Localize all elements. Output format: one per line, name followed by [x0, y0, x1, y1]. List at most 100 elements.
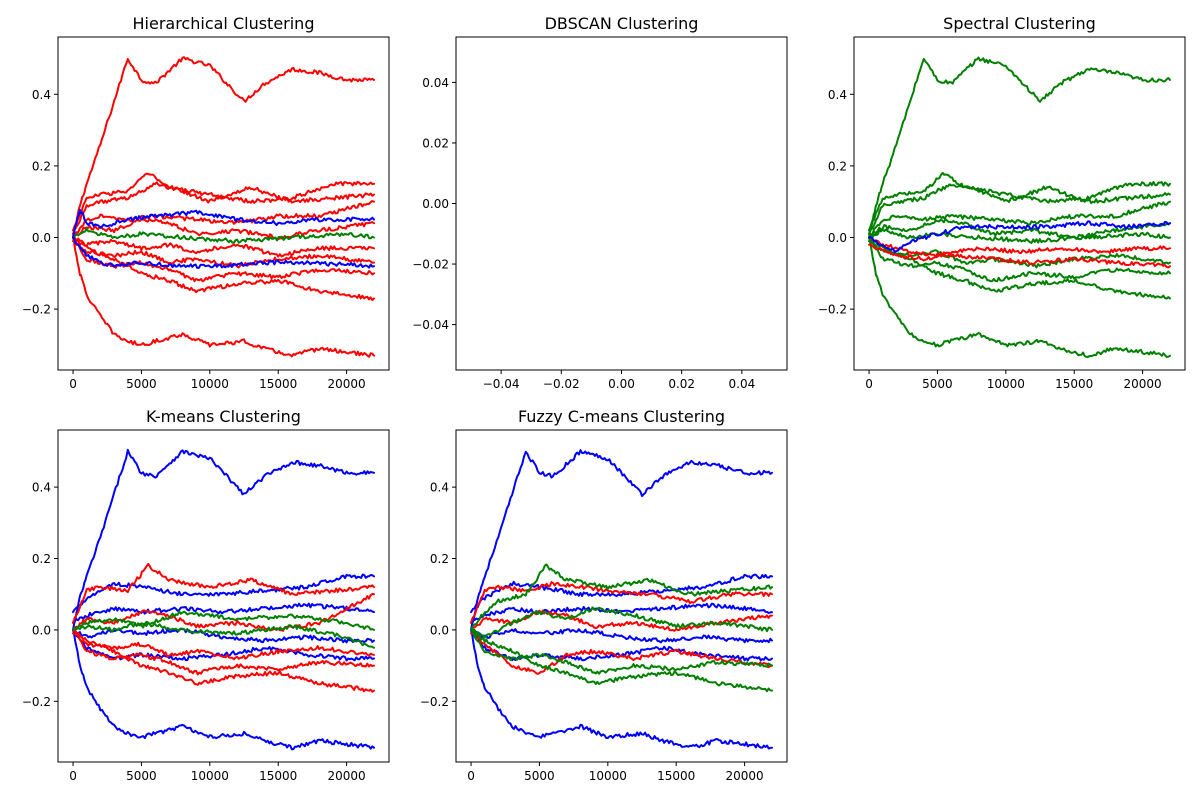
series-line-blue — [470, 628, 773, 750]
series-line-red — [72, 628, 375, 693]
panel-kmeans-clustering: K-means Clustering 0 5000 10000 15000 20000 −… — [22, 407, 390, 783]
series-line-red — [72, 236, 375, 302]
axes-frame — [57, 36, 390, 371]
y-tick-label: 0.0 — [32, 231, 51, 245]
y-tick-label: 0.04 — [422, 76, 449, 90]
series-line-blue — [72, 627, 375, 644]
y-tick-label: 0.2 — [32, 552, 51, 566]
axes-frame — [853, 36, 1186, 371]
series-line-green — [868, 236, 1171, 300]
series-line-green — [470, 628, 773, 693]
y-tick-label: 0.2 — [32, 159, 51, 173]
series-line-red — [868, 243, 1171, 269]
y-tick-label: −0.02 — [412, 258, 449, 272]
series-line-blue — [470, 573, 773, 614]
series-line-red — [72, 240, 375, 269]
series-line-red — [72, 172, 375, 232]
panel-spectral-clustering: Spectral Clustering 0 5000 10000 15000 20000… — [818, 14, 1186, 391]
y-tick-label: 0.0 — [430, 623, 449, 637]
y-tick-label: 0.0 — [828, 231, 847, 245]
series-line-red — [72, 236, 375, 358]
series-line-green — [868, 56, 1171, 239]
x-tick-label: 20000 — [328, 377, 366, 391]
x-tick-label: 20000 — [726, 769, 764, 783]
panel-title: Fuzzy C-means Clustering — [518, 407, 725, 426]
x-tick-label: 5000 — [922, 377, 953, 391]
x-tick-label: 5000 — [126, 377, 157, 391]
x-tick-label: 10000 — [987, 377, 1025, 391]
panel-title: Hierarchical Clustering — [133, 14, 315, 33]
y-tick-label: 0.4 — [32, 88, 51, 102]
series-line-red — [72, 632, 375, 661]
panel-hierarchical-clustering: Hierarchical Clustering 0 5000 10000 15000 2… — [22, 14, 390, 391]
series-line-red — [868, 236, 1171, 258]
series-line-blue — [72, 628, 375, 751]
y-tick-label: −0.2 — [22, 303, 51, 317]
panel-title: DBSCAN Clustering — [545, 14, 699, 33]
x-tick-label: 10000 — [191, 769, 229, 783]
series-line-blue — [470, 602, 773, 624]
series-line-green — [470, 563, 773, 631]
x-tick-label: 15000 — [1055, 377, 1093, 391]
x-tick-label: 0 — [467, 769, 475, 783]
x-tick-label: 0.02 — [668, 377, 695, 391]
axes-frame — [455, 429, 788, 763]
y-tick-label: 0.2 — [828, 159, 847, 173]
series-line-green — [868, 218, 1171, 240]
series-line-red — [72, 218, 375, 241]
x-tick-label: 0 — [69, 377, 77, 391]
series-line-blue — [868, 220, 1171, 253]
series-line-red — [72, 236, 375, 258]
x-tick-label: 15000 — [657, 769, 695, 783]
y-tick-label: −0.2 — [22, 695, 51, 709]
series-line-blue — [72, 448, 375, 631]
series-group — [470, 449, 773, 750]
series-line-green — [72, 227, 375, 244]
y-tick-label: −0.04 — [412, 318, 449, 332]
x-tick-label: 0.04 — [729, 377, 756, 391]
panel-title: K-means Clustering — [146, 407, 301, 426]
series-line-green — [72, 620, 375, 649]
panel-fuzzy-cmeans-clustering: Fuzzy C-means Clustering 0 5000 10000 15000… — [420, 407, 788, 783]
x-tick-label: 20000 — [328, 769, 366, 783]
series-line-blue — [72, 208, 375, 239]
panel-dbscan-clustering: DBSCAN Clustering −0.04 −0.02 0.00 0.02 0.04… — [412, 14, 788, 391]
series-line-green — [868, 200, 1171, 239]
series-line-red — [72, 56, 375, 239]
y-tick-label: −0.2 — [420, 695, 449, 709]
series-line-green — [470, 606, 773, 639]
series-line-red — [470, 581, 773, 624]
x-tick-label: 0.00 — [608, 377, 635, 391]
series-line-green — [868, 236, 1171, 358]
series-line-blue — [470, 449, 773, 631]
y-tick-label: 0.4 — [32, 481, 51, 495]
series-line-green — [868, 171, 1171, 232]
x-tick-label: 5000 — [524, 769, 555, 783]
y-tick-label: 0.4 — [430, 481, 449, 495]
series-line-green — [72, 610, 375, 631]
x-tick-label: 20000 — [1124, 377, 1162, 391]
x-tick-label: 0 — [69, 769, 77, 783]
axes-frame — [57, 429, 390, 763]
panel-title: Spectral Clustering — [943, 14, 1096, 33]
x-tick-label: −0.02 — [543, 377, 580, 391]
x-tick-label: 15000 — [259, 377, 297, 391]
y-tick-label: 0.0 — [32, 623, 51, 637]
series-line-blue — [72, 573, 375, 614]
series-group — [72, 448, 375, 751]
axes-frame — [455, 36, 788, 371]
series-line-red — [72, 200, 375, 239]
series-line-green — [868, 183, 1171, 235]
series-line-red — [72, 181, 375, 235]
series-line-red — [72, 562, 375, 624]
y-tick-label: −0.2 — [818, 303, 847, 317]
series-line-blue — [72, 236, 375, 269]
x-tick-label: 0 — [865, 377, 873, 391]
x-tick-label: 10000 — [589, 769, 627, 783]
y-tick-label: 0.4 — [828, 88, 847, 102]
series-line-red — [470, 632, 773, 675]
x-tick-label: 15000 — [259, 769, 297, 783]
x-tick-label: 5000 — [126, 769, 157, 783]
x-tick-label: −0.04 — [483, 377, 520, 391]
